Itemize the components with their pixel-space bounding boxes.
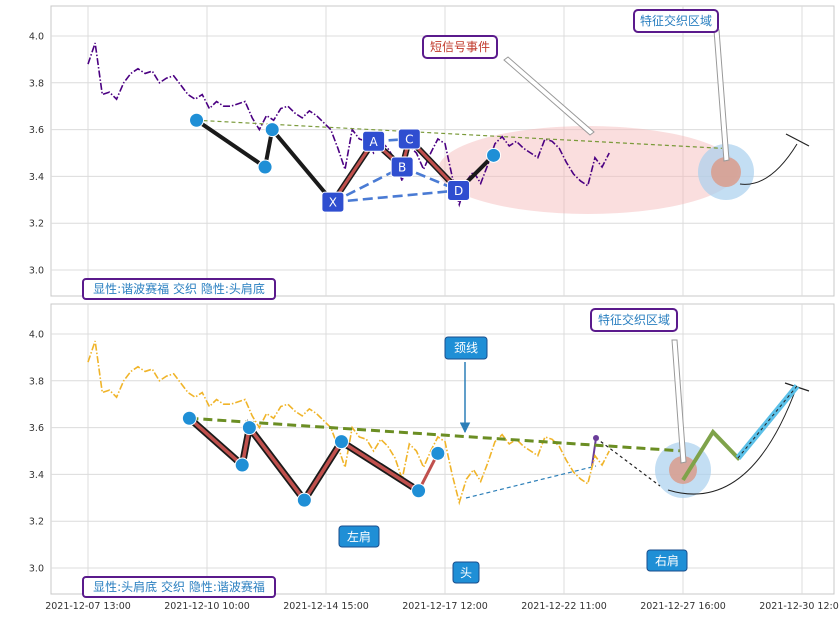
pivot-point bbox=[296, 492, 312, 508]
y-tick-label: 3.4 bbox=[29, 172, 44, 183]
bottom-decor bbox=[465, 382, 810, 499]
y-tick-label: 3.0 bbox=[29, 564, 44, 575]
bottom-projection-arc bbox=[667, 385, 798, 495]
x-ticks: 2021-12-07 13:00 2021-12-10 10:00 2021-12-… bbox=[45, 601, 839, 612]
neckline-line bbox=[189, 416, 684, 453]
bottom-aux-dot bbox=[593, 435, 599, 441]
head-label: 头 bbox=[460, 566, 472, 580]
pivot-point bbox=[264, 122, 280, 138]
pivot-point bbox=[234, 457, 250, 473]
neckline-box bbox=[444, 336, 488, 360]
pivot-point bbox=[430, 445, 446, 461]
top-region-core bbox=[711, 157, 741, 187]
right-shoulder-box bbox=[646, 549, 688, 572]
y-tick-label: 3.8 bbox=[29, 376, 44, 387]
harmonic-point-b bbox=[390, 156, 414, 178]
top-decor bbox=[438, 126, 810, 214]
pivot-point bbox=[257, 159, 273, 175]
right-shoulder-label: 右肩 bbox=[655, 553, 679, 568]
bottom-region-core bbox=[669, 456, 697, 484]
top-region-annotation: 特征交织区域 bbox=[633, 9, 730, 162]
y-tick-label: 3.4 bbox=[29, 470, 44, 481]
left-shoulder-annotation: 左肩 bbox=[338, 525, 380, 548]
pivot-point bbox=[333, 434, 349, 450]
top-event-label: 短信号事件 bbox=[430, 40, 490, 54]
neckline-label: 颈线 bbox=[454, 341, 478, 355]
top-zigzag-black bbox=[195, 118, 335, 204]
bottom-region-label: 特征交织区域 bbox=[598, 312, 670, 327]
harmonic-point-label: A bbox=[369, 135, 378, 149]
bottom-region-arrow bbox=[671, 339, 687, 464]
top-pattern-group: X A B C D bbox=[189, 112, 723, 213]
x-tick-label: 2021-12-27 16:00 bbox=[640, 601, 726, 612]
harmonic-point-a bbox=[362, 130, 386, 152]
bottom-series-group bbox=[87, 340, 610, 506]
right-shoulder-annotation: 右肩 bbox=[646, 549, 688, 572]
bottom-link-dashed bbox=[465, 465, 597, 499]
harmonic-point-d bbox=[447, 179, 471, 201]
bottom-aux-dotted bbox=[595, 437, 661, 487]
x-tick-label: 2021-12-10 10:00 bbox=[164, 601, 250, 612]
head-box bbox=[452, 561, 480, 584]
top-region-box bbox=[633, 9, 719, 33]
x-tick-label: 2021-12-14 15:00 bbox=[283, 601, 369, 612]
y-tick-label: 3.6 bbox=[29, 423, 44, 434]
top-region-label: 特征交织区域 bbox=[640, 13, 712, 28]
pivot-point bbox=[189, 112, 205, 128]
price-series-line bbox=[87, 340, 610, 506]
harmonic-point-x bbox=[321, 191, 345, 213]
x-tick-label: 2021-12-07 13:00 bbox=[45, 601, 131, 612]
top-y-ticks: 3.0 3.2 3.4 3.6 3.8 4.0 bbox=[29, 32, 44, 277]
bottom-region-box bbox=[590, 308, 678, 332]
bottom-caption: 显性:头肩底 交织 隐性:谐波赛福 bbox=[82, 576, 276, 598]
top-event-annotation: 短信号事件 bbox=[422, 35, 595, 136]
bottom-region-annotation: 特征交织区域 bbox=[590, 308, 687, 464]
pivot-point bbox=[486, 147, 502, 163]
y-tick-label: 3.2 bbox=[29, 517, 44, 528]
top-projection-arc bbox=[739, 143, 798, 185]
pivot-point bbox=[241, 420, 257, 436]
left-shoulder-box bbox=[338, 525, 380, 548]
y-tick-label: 3.8 bbox=[29, 78, 44, 89]
bottom-neckline-annotation: 颈线 bbox=[444, 336, 488, 434]
harmonic-point-label: B bbox=[398, 161, 406, 175]
harmonic-dashed-leg bbox=[332, 189, 459, 204]
top-caption-box bbox=[82, 278, 276, 300]
top-caption: 显性:谐波赛福 交织 隐性:头肩底 bbox=[82, 278, 276, 300]
pivot-point bbox=[181, 410, 197, 426]
x-tick-label: 2021-12-30 12:00 bbox=[759, 601, 839, 612]
bottom-pattern-group bbox=[181, 410, 684, 508]
top-series-group bbox=[87, 42, 610, 208]
bottom-aux-stem bbox=[591, 437, 597, 467]
bottom-caption-box bbox=[82, 576, 276, 598]
y-tick-label: 4.0 bbox=[29, 32, 44, 43]
y-tick-label: 4.0 bbox=[29, 330, 44, 341]
y-tick-label: 3.6 bbox=[29, 125, 44, 136]
harmonic-point-label: C bbox=[405, 132, 413, 146]
y-tick-label: 3.2 bbox=[29, 219, 44, 230]
bottom-caption-text: 显性:头肩底 交织 隐性:谐波赛福 bbox=[93, 579, 265, 594]
head-annotation: 头 bbox=[452, 561, 480, 584]
bottom-projection-highlight bbox=[735, 384, 800, 460]
y-tick-label: 3.0 bbox=[29, 266, 44, 277]
top-event-arrow bbox=[503, 56, 595, 136]
left-shoulder-label: 左肩 bbox=[347, 529, 371, 544]
top-projection-cap bbox=[785, 133, 810, 147]
x-tick-label: 2021-12-22 11:00 bbox=[521, 601, 607, 612]
top-event-box bbox=[422, 35, 498, 59]
harmonic-point-label: D bbox=[454, 184, 463, 198]
harmonic-dashed-leg bbox=[332, 165, 403, 204]
x-tick-label: 2021-12-17 12:00 bbox=[402, 601, 488, 612]
pivot-point bbox=[411, 483, 427, 499]
harmonic-point-c bbox=[397, 128, 421, 150]
top-signal-ellipse bbox=[438, 126, 738, 214]
top-caption-text: 显性:谐波赛福 交织 隐性:头肩底 bbox=[93, 281, 265, 296]
top-reference-dashed bbox=[196, 119, 723, 149]
price-series-line bbox=[87, 42, 610, 208]
hs-path bbox=[188, 416, 420, 504]
bottom-y-ticks: 3.0 3.2 3.4 3.6 3.8 4.0 bbox=[29, 330, 44, 575]
harmonic-point-label: X bbox=[329, 196, 337, 210]
